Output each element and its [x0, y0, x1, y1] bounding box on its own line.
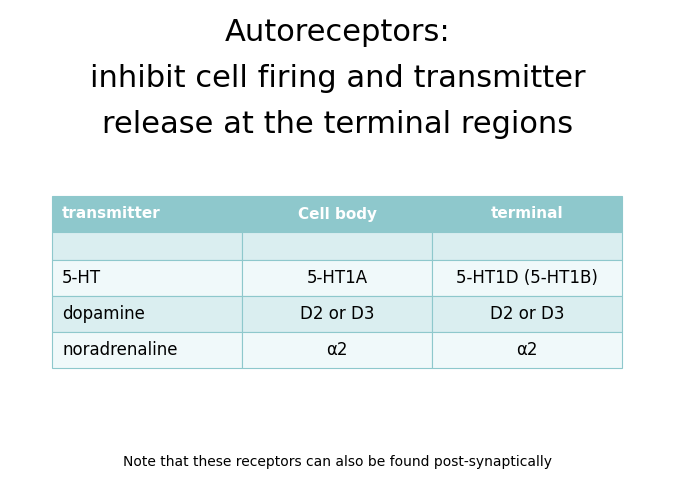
Text: release at the terminal regions: release at the terminal regions — [102, 110, 573, 139]
Text: terminal: terminal — [491, 206, 564, 222]
Bar — [432, 332, 622, 368]
Text: 5-HT: 5-HT — [62, 269, 101, 287]
Bar — [52, 296, 242, 332]
Bar — [432, 196, 622, 232]
Text: D2 or D3: D2 or D3 — [490, 305, 564, 323]
Bar — [432, 232, 622, 260]
Bar — [242, 296, 432, 332]
Text: noradrenaline: noradrenaline — [62, 341, 178, 359]
Text: inhibit cell firing and transmitter: inhibit cell firing and transmitter — [90, 64, 585, 93]
Bar — [432, 260, 622, 296]
Bar — [52, 196, 242, 232]
Text: Autoreceptors:: Autoreceptors: — [225, 18, 450, 47]
Text: 5-HT1A: 5-HT1A — [306, 269, 368, 287]
Text: Note that these receptors can also be found post-synaptically: Note that these receptors can also be fo… — [123, 455, 552, 469]
Bar — [242, 232, 432, 260]
Bar — [52, 260, 242, 296]
Text: dopamine: dopamine — [62, 305, 145, 323]
Text: transmitter: transmitter — [62, 206, 161, 222]
Bar — [52, 332, 242, 368]
Bar — [242, 260, 432, 296]
Text: α2: α2 — [326, 341, 348, 359]
Text: 5-HT1D (5-HT1B): 5-HT1D (5-HT1B) — [456, 269, 598, 287]
Bar — [432, 296, 622, 332]
Text: D2 or D3: D2 or D3 — [300, 305, 374, 323]
Bar — [242, 332, 432, 368]
Text: α2: α2 — [516, 341, 538, 359]
Bar — [52, 232, 242, 260]
Text: Cell body: Cell body — [298, 206, 377, 222]
Bar — [242, 196, 432, 232]
